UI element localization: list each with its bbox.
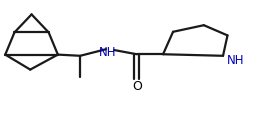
Text: NH: NH xyxy=(227,54,244,67)
Text: O: O xyxy=(132,80,142,93)
Text: NH: NH xyxy=(99,46,116,59)
